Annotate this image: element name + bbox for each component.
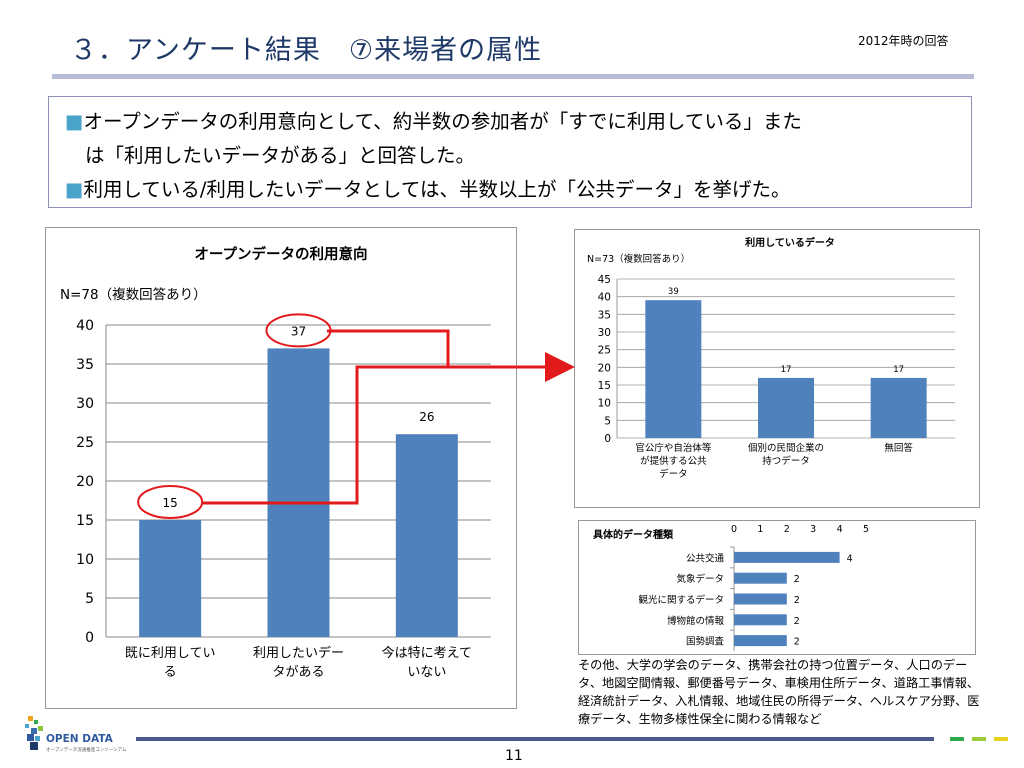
bar xyxy=(758,377,814,438)
y-tick-label: 40 xyxy=(76,318,94,334)
chart-title: オープンデータの利用意向 xyxy=(194,245,367,263)
bar xyxy=(734,635,787,647)
data-label: 15 xyxy=(163,496,178,510)
x-tick-label: 2 xyxy=(784,524,790,535)
x-tick-label: 持つデータ xyxy=(762,455,810,467)
y-tick-label: 15 xyxy=(76,513,94,529)
x-tick-label: 無回答 xyxy=(884,442,913,454)
x-tick-label: 4 xyxy=(837,524,843,535)
x-tick-label: データ xyxy=(659,468,688,480)
summary-line-2: は「利用したいデータがある」と回答した。 xyxy=(85,144,476,167)
x-tick-label: 個別の民間企業の xyxy=(748,442,824,454)
x-tick-label: 今は特に考えて xyxy=(382,645,472,661)
data-label: 2 xyxy=(794,637,800,648)
x-tick-label: が提供する公共 xyxy=(640,455,707,467)
y-tick-label: 20 xyxy=(76,474,94,490)
bar xyxy=(645,300,702,438)
data-label: 17 xyxy=(893,365,904,375)
footer-bar xyxy=(136,737,934,741)
other-data-note: その他、大学の学会のデータ、携帯会社の持つ位置データ、人口のデータ、地図空間情報… xyxy=(578,658,980,726)
x-tick-label: 利用したいデー xyxy=(253,645,344,661)
x-tick-label: タがある xyxy=(272,665,324,680)
bar xyxy=(395,434,458,637)
date-note: 2012年時の回答 xyxy=(858,34,949,48)
footer-accent-lime xyxy=(972,737,986,741)
y-tick-label: 0 xyxy=(85,630,94,646)
y-tick-label: 45 xyxy=(598,274,611,286)
chart-used-frame: 利用しているデータ N=73（複数回答あり） 0 5 10 15 20 25 30 35 40 45 3… xyxy=(574,229,980,508)
data-label: 2 xyxy=(794,595,800,606)
bar xyxy=(870,377,927,438)
y-tick-label: 観光に関するデータ xyxy=(638,594,724,606)
bar xyxy=(734,572,787,584)
chart-title: 具体的データ種類 xyxy=(592,528,674,541)
data-label: 4 xyxy=(847,553,853,564)
x-tick-label: 3 xyxy=(810,524,816,535)
highlight-circle xyxy=(137,485,204,519)
footer-accent-yellow xyxy=(994,737,1008,741)
y-tick-label: 25 xyxy=(76,435,94,451)
x-tick-label: 既に利用してい xyxy=(125,646,216,661)
chart-intent-frame: オープンデータの利用意向 N=78（複数回答あり） 0 5 10 15 20 25 30 35 40… xyxy=(45,227,517,709)
x-tick-label: 5 xyxy=(863,524,869,535)
summary-box: ■オープンデータの利用意向として、約半数の参加者が「すでに利用している」また は… xyxy=(48,96,972,208)
open-data-logo: OPEN DATA オープンデータ流通推進コンソーシアム xyxy=(22,712,132,762)
y-tick-label: 25 xyxy=(598,345,611,357)
x-tick-label: 0 xyxy=(731,524,737,535)
y-tick-label: 公共交通 xyxy=(686,552,725,564)
y-tick-label: 国勢調査 xyxy=(686,636,725,648)
chart-intent: オープンデータの利用意向 N=78（複数回答あり） 0 5 10 15 20 25 30 35 40… xyxy=(60,245,491,680)
x-tick-label: 1 xyxy=(757,524,763,535)
title-divider xyxy=(52,74,974,79)
logo-cube-icon xyxy=(25,716,43,750)
bar xyxy=(734,614,787,626)
x-tick-label: 官公庁や自治体等 xyxy=(635,442,712,454)
y-tick-label: 35 xyxy=(598,309,611,321)
summary-line-1: ■オープンデータの利用意向として、約半数の参加者が「すでに利用している」また xyxy=(65,110,802,133)
y-tick-label: 15 xyxy=(598,380,611,392)
bar xyxy=(139,520,202,637)
slide-title: ３．アンケート結果 ⑦来場者の属性 xyxy=(70,35,543,66)
data-label: 2 xyxy=(794,574,800,585)
y-tick-label: 5 xyxy=(85,591,94,607)
chart-data-types: 具体的データ種類 0 1 2 3 4 5 4 公共交通 2 気象データ 2 観光に関するデータ 2 博物館の… xyxy=(592,524,869,651)
x-tick-label: る xyxy=(164,665,177,680)
footer-accent-green xyxy=(950,737,964,741)
chart-note: N=78（複数回答あり） xyxy=(60,286,207,303)
page-number: 11 xyxy=(505,748,523,764)
logo-text: OPEN DATA xyxy=(46,733,114,745)
y-tick-label: 35 xyxy=(76,357,94,373)
bar xyxy=(267,348,330,637)
y-tick-label: 10 xyxy=(76,552,94,568)
y-tick-label: 30 xyxy=(598,327,611,339)
bar xyxy=(734,593,787,605)
y-tick-label: 10 xyxy=(598,398,611,410)
x-tick-label: いない xyxy=(407,665,446,680)
data-label: 37 xyxy=(291,324,306,338)
data-label: 39 xyxy=(668,287,679,297)
chart-title: 利用しているデータ xyxy=(745,236,835,249)
chart-used-data: 利用しているデータ N=73（複数回答あり） 0 5 10 15 20 25 30 35 40 45 3… xyxy=(587,236,955,480)
y-tick-label: 気象データ xyxy=(676,573,724,585)
data-label: 26 xyxy=(419,410,434,424)
data-label: 2 xyxy=(794,616,800,627)
chart-types-frame: 具体的データ種類 0 1 2 3 4 5 4 公共交通 2 気象データ 2 観光に関するデータ 2 博物館の… xyxy=(578,520,976,655)
y-tick-label: 30 xyxy=(76,396,94,412)
y-tick-label: 20 xyxy=(598,362,611,374)
y-tick-label: 40 xyxy=(598,292,611,304)
bullet-square-icon: ■ xyxy=(65,178,84,201)
chart-note: N=73（複数回答あり） xyxy=(587,253,690,265)
data-label: 17 xyxy=(781,365,792,375)
logo-subtext: オープンデータ流通推進コンソーシアム xyxy=(46,746,127,753)
bullet-square-icon: ■ xyxy=(65,110,84,133)
summary-line-3: ■利用している/利用したいデータとしては、半数以上が「公共データ」を挙げた。 xyxy=(65,178,791,201)
y-tick-label: 5 xyxy=(604,415,611,427)
bar xyxy=(734,551,840,563)
y-tick-label: 博物館の情報 xyxy=(667,615,725,627)
y-tick-label: 0 xyxy=(604,433,611,445)
